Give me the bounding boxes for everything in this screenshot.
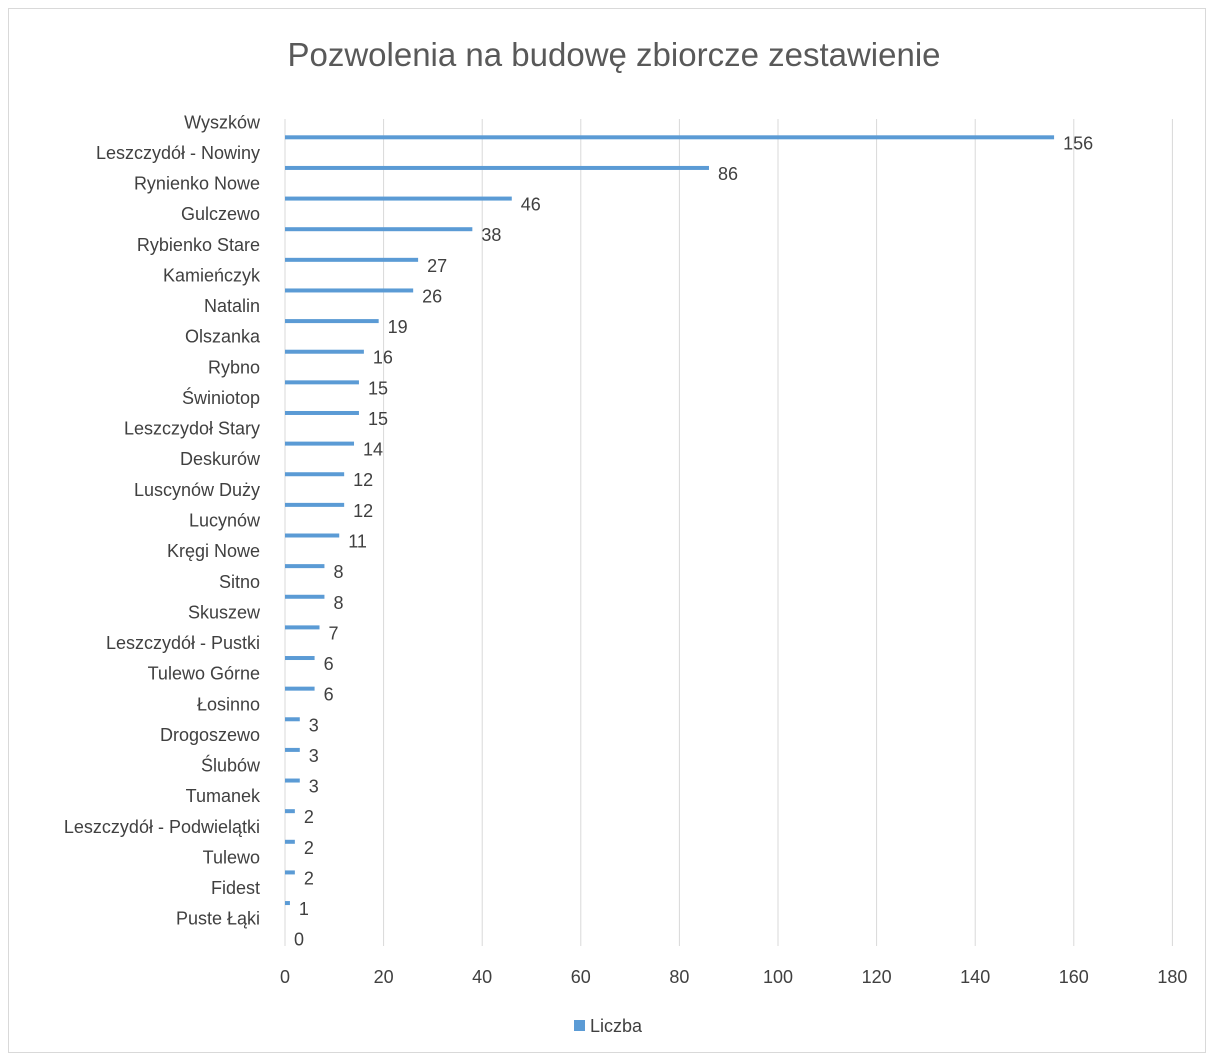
legend-label: Liczba xyxy=(589,1016,643,1036)
data-label: 0 xyxy=(294,930,304,950)
x-tick-label: 80 xyxy=(669,967,689,987)
bar xyxy=(285,778,300,783)
legend: Liczba xyxy=(0,1016,1208,1037)
data-label: 7 xyxy=(329,623,339,643)
data-label: 14 xyxy=(363,440,383,460)
bar xyxy=(285,656,315,661)
data-label: 8 xyxy=(333,562,343,582)
bar xyxy=(285,410,359,415)
legend-swatch xyxy=(573,1019,585,1031)
bar xyxy=(285,839,295,844)
x-tick-label: 140 xyxy=(960,967,990,987)
x-tick-label: 0 xyxy=(280,967,290,987)
data-label: 2 xyxy=(304,868,314,888)
data-label: 3 xyxy=(309,715,319,735)
bar xyxy=(285,257,419,262)
data-label: 15 xyxy=(368,378,388,398)
bar xyxy=(285,288,414,293)
category-label: Fidest xyxy=(211,878,260,898)
bar xyxy=(285,809,295,814)
category-label: Leszczydoł Stary xyxy=(124,419,260,439)
data-label: 38 xyxy=(481,225,501,245)
bar xyxy=(285,319,379,324)
category-label: Puste Łąki xyxy=(176,909,260,929)
bar xyxy=(285,625,320,630)
category-label: Tulewo xyxy=(203,847,260,867)
x-tick-label: 180 xyxy=(1157,967,1187,987)
category-label: Kamieńczyk xyxy=(163,265,261,285)
category-label: Tulewo Górne xyxy=(148,664,260,684)
data-label: 2 xyxy=(304,838,314,858)
data-label: 8 xyxy=(333,593,343,613)
category-label: Łosinno xyxy=(197,694,260,714)
data-label: 26 xyxy=(422,286,442,306)
category-label: Leszczydół - Nowiny xyxy=(96,143,260,163)
data-label: 16 xyxy=(373,348,393,368)
category-label: Kręgi Nowe xyxy=(167,541,260,561)
x-tick-label: 60 xyxy=(571,967,591,987)
data-label: 6 xyxy=(324,654,334,674)
data-label: 156 xyxy=(1063,133,1093,153)
data-label: 86 xyxy=(718,164,738,184)
data-label: 6 xyxy=(324,685,334,705)
data-label: 3 xyxy=(309,746,319,766)
category-label: Rynienko Nowe xyxy=(134,174,260,194)
bar xyxy=(285,196,512,201)
bar xyxy=(285,870,295,875)
bar xyxy=(285,717,300,722)
data-label: 19 xyxy=(388,317,408,337)
x-tick-label: 100 xyxy=(763,967,793,987)
category-label: Rybno xyxy=(208,357,260,377)
category-label: Luscynów Duży xyxy=(134,480,260,500)
category-label: Tumanek xyxy=(186,786,261,806)
bar xyxy=(285,227,473,232)
data-label: 15 xyxy=(368,409,388,429)
bar xyxy=(285,901,290,906)
bar xyxy=(285,747,300,752)
category-label: Deskurów xyxy=(180,449,261,469)
category-label: Lucynów xyxy=(189,511,261,531)
x-tick-label: 120 xyxy=(862,967,892,987)
chart-area xyxy=(8,8,1206,1053)
category-label: Sitno xyxy=(219,572,260,592)
data-label: 3 xyxy=(309,777,319,797)
bar xyxy=(285,472,345,477)
category-label: Leszczydół - Podwielątki xyxy=(64,817,260,837)
data-label: 27 xyxy=(427,256,447,276)
category-label: Olszanka xyxy=(185,327,261,347)
category-label: Leszczydół - Pustki xyxy=(106,633,260,653)
category-label: Rybienko Stare xyxy=(137,235,260,255)
bar xyxy=(285,533,340,538)
bar xyxy=(285,502,345,507)
bar xyxy=(285,165,709,170)
data-label: 12 xyxy=(353,470,373,490)
data-label: 2 xyxy=(304,807,314,827)
category-label: Świniotop xyxy=(182,387,260,408)
category-label: Skuszew xyxy=(188,602,261,622)
x-tick-label: 40 xyxy=(472,967,492,987)
category-label: Wyszków xyxy=(184,112,261,132)
category-label: Natalin xyxy=(204,296,260,316)
bar xyxy=(285,135,1055,140)
x-tick-label: 20 xyxy=(374,967,394,987)
bar xyxy=(285,441,355,446)
data-label: 12 xyxy=(353,501,373,521)
x-tick-label: 160 xyxy=(1059,967,1089,987)
category-label: Gulczewo xyxy=(181,204,260,224)
category-label: Drogoszewo xyxy=(160,725,260,745)
data-label: 11 xyxy=(348,532,367,552)
bar xyxy=(285,349,364,354)
bar xyxy=(285,594,325,599)
bar xyxy=(285,686,315,691)
data-label: 1 xyxy=(299,899,309,919)
bar xyxy=(285,380,359,385)
chart-title: Pozwolenia na budowę zbiorcze zestawieni… xyxy=(287,36,941,73)
data-label: 46 xyxy=(521,195,541,215)
bar xyxy=(285,564,325,569)
category-label: Ślubów xyxy=(201,755,261,776)
